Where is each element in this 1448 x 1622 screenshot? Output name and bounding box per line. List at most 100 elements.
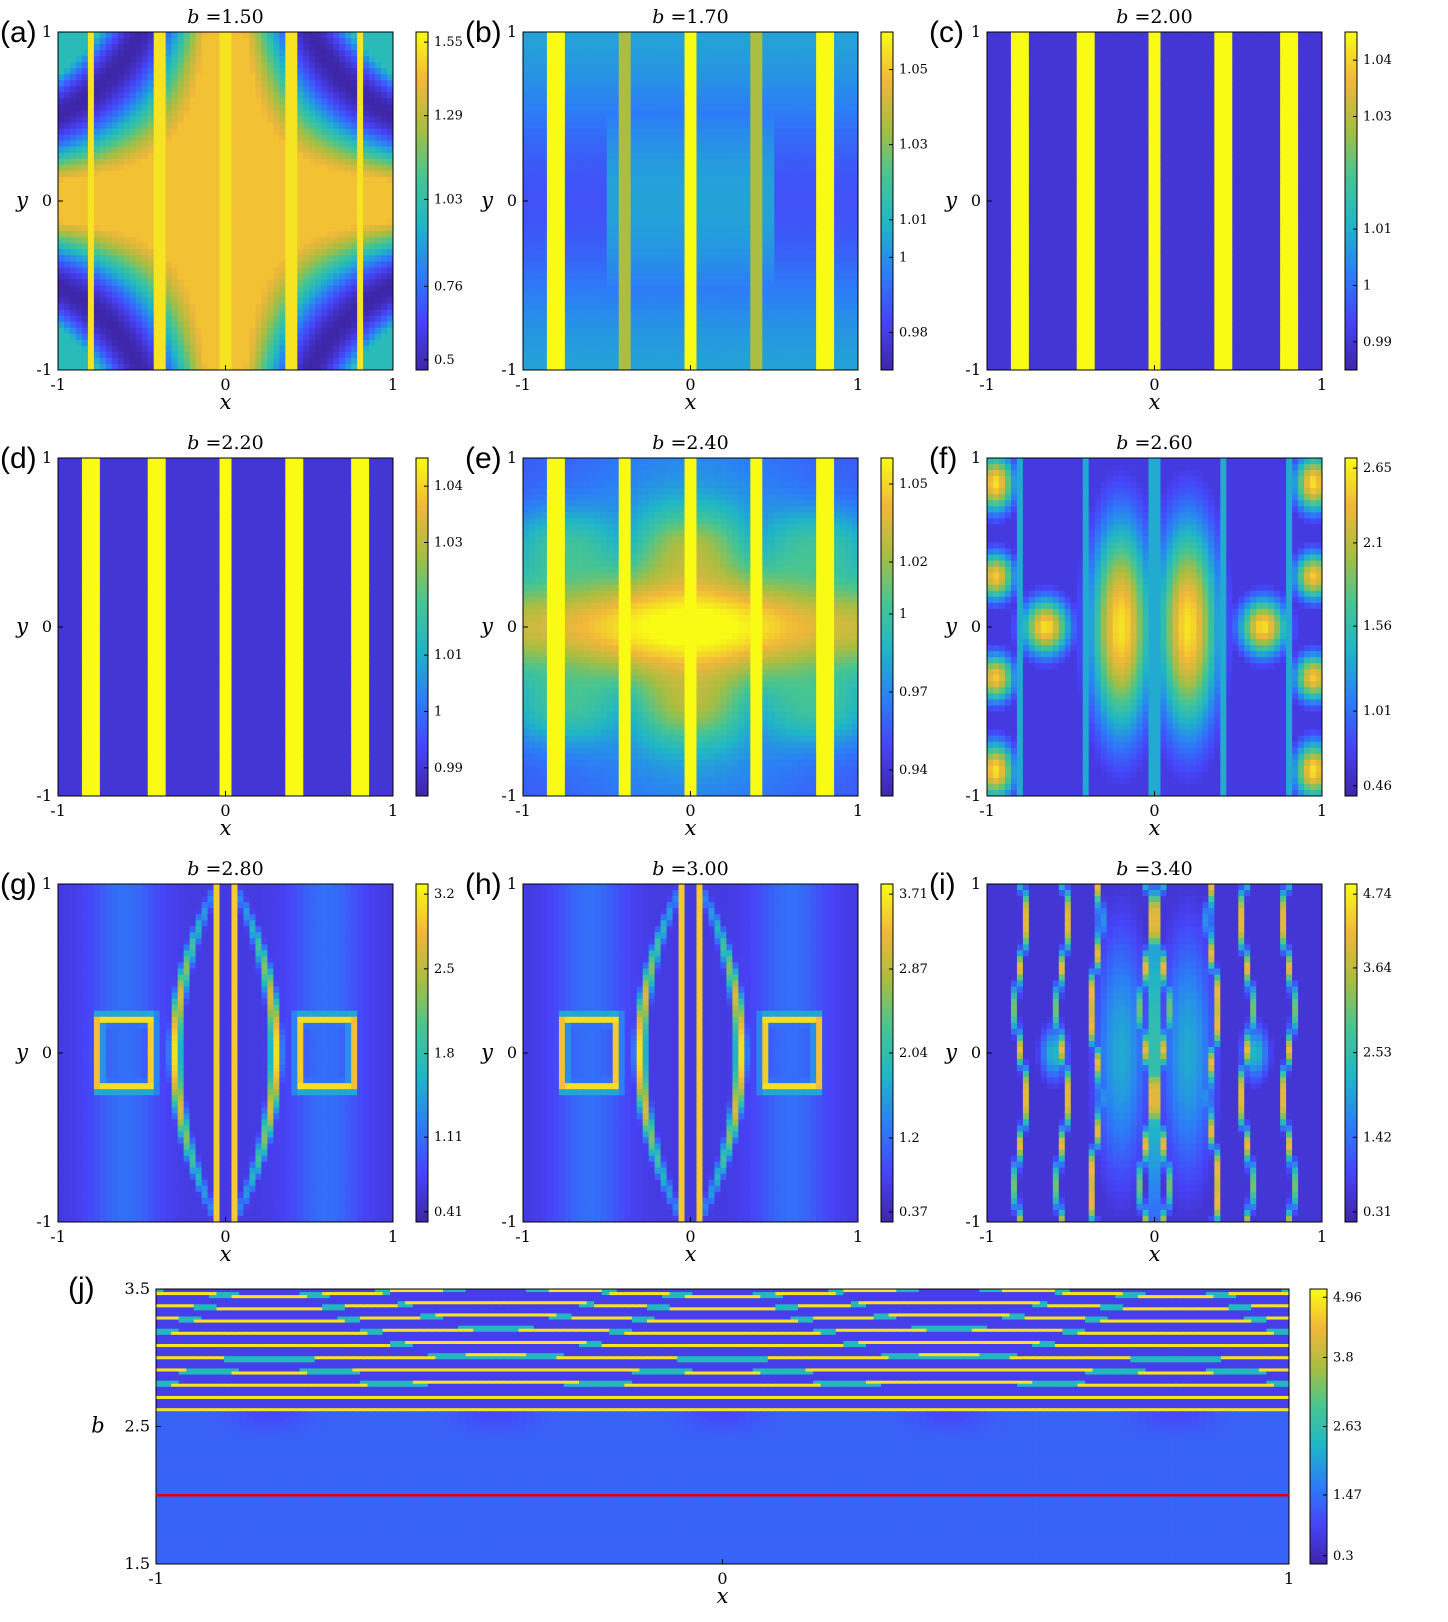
- colorbar-tick-label: 1.03: [434, 192, 463, 207]
- panel-label: (g): [0, 868, 37, 901]
- y-tick-label: 1: [971, 874, 981, 893]
- x-axis-label: x: [685, 1242, 697, 1266]
- colorbar-tick-label: 3.2: [434, 887, 455, 902]
- y-tick-label: -1: [965, 360, 981, 379]
- heatmap-field: [523, 884, 858, 1222]
- y-tick-label: -1: [965, 786, 981, 805]
- panel-title: b =2.60: [1116, 432, 1192, 454]
- heatmap-field: [58, 884, 393, 1222]
- colorbar-tick-label: 0.31: [1363, 1205, 1392, 1220]
- heatmap-field: [156, 1289, 1289, 1564]
- heatmap-field: [987, 458, 1322, 796]
- y-tick-label: 2.5: [125, 1417, 150, 1436]
- colorbar-tick-label: 1.55: [434, 35, 463, 50]
- panel-label: (j): [68, 1272, 95, 1305]
- colorbar: [1344, 457, 1358, 797]
- colorbar: [415, 457, 429, 797]
- colorbar-tick-label: 1.01: [899, 213, 928, 228]
- heatmap-field: [523, 458, 858, 796]
- panel-title: b =1.70: [652, 6, 728, 28]
- x-axis-label: x: [1149, 1242, 1161, 1266]
- colorbar-tick-label: 2.04: [899, 1046, 928, 1061]
- x-tick-label: 0: [685, 375, 695, 394]
- y-tick-label: 0: [507, 1043, 517, 1062]
- colorbar-tick-label: 2.1: [1363, 536, 1384, 551]
- panel-title: b =2.00: [1116, 6, 1192, 28]
- x-tick-label: 0: [1149, 375, 1159, 394]
- x-tick-label: 1: [1317, 1227, 1327, 1246]
- x-tick-label: 1: [1284, 1569, 1294, 1588]
- heatmap-field: [58, 458, 393, 796]
- panel-title: b =2.40: [652, 432, 728, 454]
- colorbar-tick-label: 0.3: [1333, 1549, 1354, 1564]
- colorbar-tick-label: 2.53: [1363, 1046, 1392, 1061]
- x-tick-label: 1: [1317, 375, 1327, 394]
- colorbar: [880, 31, 894, 371]
- y-axis-label: y: [15, 1040, 29, 1064]
- heatmap-field: [987, 884, 1322, 1222]
- colorbar-tick-label: 3.8: [1333, 1350, 1354, 1365]
- heatmap-field: [523, 32, 858, 370]
- x-tick-label: -1: [50, 801, 66, 820]
- heatmap-field: [58, 32, 393, 370]
- y-tick-label: -1: [36, 360, 52, 379]
- colorbar-tick-label: 1.02: [899, 555, 928, 570]
- x-axis-label: x: [220, 816, 232, 840]
- panel-title: b =3.40: [1116, 858, 1192, 880]
- colorbar-tick-label: 1.01: [434, 648, 463, 663]
- colorbar-tick-label: 1.2: [899, 1131, 920, 1146]
- colorbar-tick-label: 0.46: [1363, 779, 1392, 794]
- x-axis-label: x: [717, 1584, 729, 1608]
- colorbar-tick-label: 0.5: [434, 353, 455, 368]
- y-tick-label: 1: [42, 874, 52, 893]
- colorbar-tick-label: 1.42: [1363, 1130, 1392, 1145]
- colorbar: [880, 457, 894, 797]
- x-tick-label: 1: [853, 801, 863, 820]
- x-tick-label: 0: [685, 1227, 695, 1246]
- colorbar-tick-label: 1: [1363, 279, 1371, 294]
- colorbar-tick-label: 0.99: [1363, 335, 1392, 350]
- colorbar-tick-label: 1: [434, 705, 442, 720]
- x-axis-label: x: [685, 390, 697, 414]
- x-tick-label: 0: [1149, 1227, 1159, 1246]
- colorbar-tick-label: 1.47: [1333, 1488, 1362, 1503]
- colorbar-tick-label: 1.29: [434, 109, 463, 124]
- colorbar-tick-label: 1.05: [899, 477, 928, 492]
- colorbar-tick-label: 0.97: [899, 685, 928, 700]
- x-tick-label: 0: [1149, 801, 1159, 820]
- y-axis-label: y: [944, 1040, 958, 1064]
- y-tick-label: 1: [507, 874, 517, 893]
- x-tick-label: 1: [853, 375, 863, 394]
- y-tick-label: -1: [36, 1212, 52, 1231]
- panel-title: b =2.80: [187, 858, 263, 880]
- colorbar-tick-label: 0.98: [899, 325, 928, 340]
- colorbar-tick-label: 2.63: [1333, 1420, 1362, 1435]
- y-tick-label: 0: [507, 617, 517, 636]
- x-tick-label: 0: [220, 1227, 230, 1246]
- panel-label: (a): [0, 16, 37, 49]
- colorbar-tick-label: 3.71: [899, 887, 928, 902]
- colorbar-tick-label: 4.74: [1363, 887, 1392, 902]
- colorbar-tick-label: 4.96: [1333, 1290, 1362, 1305]
- colorbar-tick-label: 1.03: [434, 536, 463, 551]
- x-tick-label: -1: [515, 375, 531, 394]
- x-axis-label: x: [220, 390, 232, 414]
- y-tick-label: 0: [42, 191, 52, 210]
- x-tick-label: 0: [220, 375, 230, 394]
- colorbar-tick-label: 0.37: [899, 1205, 928, 1220]
- y-tick-label: 0: [971, 191, 981, 210]
- y-tick-label: -1: [501, 1212, 517, 1231]
- colorbar-tick-label: 1: [899, 607, 907, 622]
- y-tick-label: 0: [971, 617, 981, 636]
- colorbar-tick-label: 0.99: [434, 761, 463, 776]
- y-tick-label: 1: [507, 22, 517, 41]
- panel-title: b =1.50: [187, 6, 263, 28]
- x-tick-label: 0: [717, 1569, 727, 1588]
- y-tick-label: 0: [42, 617, 52, 636]
- colorbar-tick-label: 2.65: [1363, 461, 1392, 476]
- y-tick-label: -1: [501, 786, 517, 805]
- colorbar: [1344, 31, 1358, 371]
- x-tick-label: -1: [515, 801, 531, 820]
- colorbar-tick-label: 1: [899, 250, 907, 265]
